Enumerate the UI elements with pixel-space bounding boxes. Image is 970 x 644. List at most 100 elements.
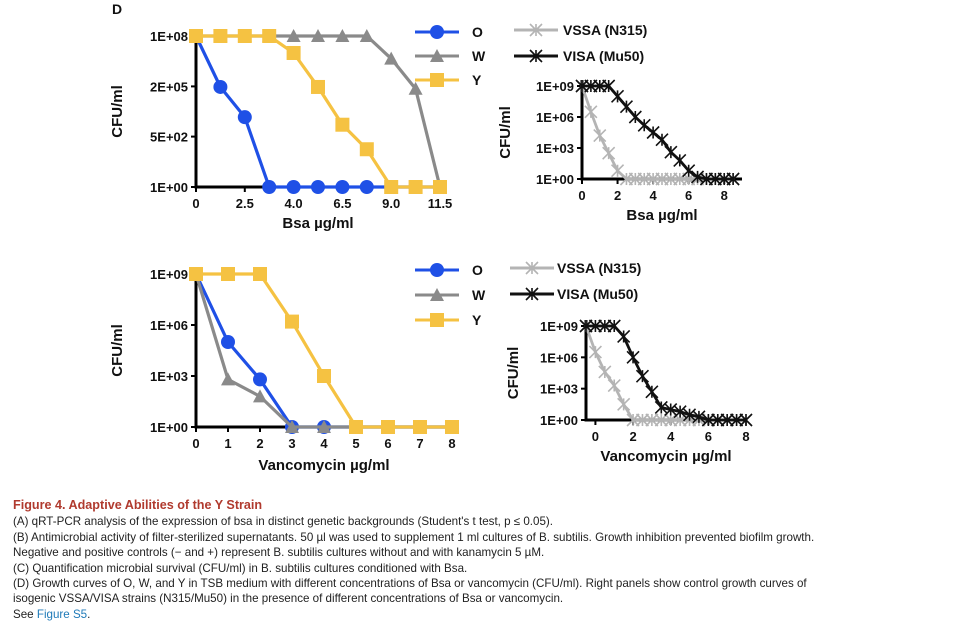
x-tick-label: 8 <box>721 188 728 203</box>
legend-marker <box>430 313 444 327</box>
x-tick-label: 7 <box>416 436 423 451</box>
x-axis-label: Vancomycin µg/ml <box>600 448 731 465</box>
legend-marker <box>430 49 444 62</box>
legend-label: VISA (Mu50) <box>557 286 638 302</box>
data-point-w <box>285 420 299 433</box>
y-axis-label: CFU/ml <box>109 324 126 377</box>
x-axis-label: Vancomycin µg/ml <box>258 457 389 474</box>
caption-line-d-cont: isogenic VSSA/VISA strains (N315/Mu50) i… <box>13 592 564 606</box>
data-point-y <box>286 45 301 60</box>
x-tick-label: 2 <box>629 429 636 444</box>
x-tick-label: 9.0 <box>382 196 400 211</box>
axis-lines <box>580 80 742 181</box>
x-tick-label: 6 <box>384 436 391 451</box>
data-point-visa-mu50 <box>626 350 640 364</box>
data-point-vssa-n315 <box>598 365 612 379</box>
y-tick-label: 2E+05 <box>150 79 188 94</box>
caption-see-prefix: See <box>13 607 37 621</box>
data-point-vssa-n315 <box>645 413 659 427</box>
caption-line-c: (C) Quantification microbial survival (C… <box>13 561 468 575</box>
data-point-o <box>213 79 228 94</box>
data-point-o <box>262 180 277 194</box>
data-point-visa-mu50 <box>655 133 669 147</box>
x-tick-label: 4.0 <box>285 196 303 211</box>
data-point-y <box>359 142 374 157</box>
x-tick-label: 4 <box>320 436 328 451</box>
x-tick-label: 0 <box>192 196 199 211</box>
legend-marker <box>525 287 539 301</box>
y-tick-label: 5E+02 <box>150 130 188 145</box>
data-point-vssa-n315 <box>635 413 650 427</box>
y-tick-label: 1E+06 <box>540 350 578 365</box>
legend-item-w: W <box>415 287 486 303</box>
data-point-y <box>213 29 228 43</box>
data-point-y <box>381 420 395 434</box>
legend-label: O <box>472 262 483 278</box>
legend-marker <box>525 261 539 275</box>
data-point-y <box>221 267 235 281</box>
legend-label: VSSA (N315) <box>557 260 641 276</box>
legend-item-vssa-n315: VSSA (N315) <box>514 22 647 38</box>
legend-marker <box>430 73 444 87</box>
x-tick-label: 3 <box>288 436 295 451</box>
data-point-visa-mu50 <box>579 319 593 333</box>
data-point-visa-mu50 <box>610 89 625 103</box>
y-tick-label: 1E+06 <box>150 318 188 333</box>
x-tick-label: 5 <box>352 436 359 451</box>
data-point-y <box>311 79 325 94</box>
data-point-visa-mu50 <box>692 410 706 424</box>
data-point-w <box>335 29 350 42</box>
x-tick-label: 1 <box>224 436 231 451</box>
series-y <box>189 29 447 194</box>
y-axis-label: CFU/ml <box>109 85 126 138</box>
y-tick-label: 1E+03 <box>150 369 188 384</box>
series-w <box>189 267 459 433</box>
data-point-y <box>237 29 252 43</box>
data-point-visa-mu50 <box>701 413 715 427</box>
data-point-w <box>384 51 399 65</box>
data-point-y <box>445 420 459 434</box>
data-point-y <box>335 117 350 132</box>
data-point-vssa-n315 <box>602 146 616 160</box>
y-tick-label: 1E+00 <box>150 180 188 195</box>
chart-vancomycin-controls: 1E+00 1E+03 1E+06 1E+09 0 2 4 6 8 Vancomycin µg/m… <box>505 260 753 465</box>
data-point-vssa-n315 <box>593 129 607 143</box>
legend-item-visa-mu50: VISA (Mu50) <box>510 286 638 302</box>
data-point-y <box>285 314 299 329</box>
data-point-visa-mu50 <box>711 413 725 427</box>
figure-caption: Figure 4. Adaptive Abilities of the Y St… <box>13 498 958 622</box>
x-tick-label: 6.5 <box>333 196 351 211</box>
figure-s5-link[interactable]: Figure S5 <box>36 607 88 621</box>
x-tick-label: 0 <box>578 188 585 203</box>
data-point-visa-mu50 <box>726 172 740 186</box>
series-line-visa-mu50 <box>582 84 734 181</box>
series-o <box>189 267 459 434</box>
series-y <box>189 267 459 434</box>
y-tick-label: 1E+09 <box>150 267 188 282</box>
data-point-visa-mu50 <box>720 413 734 427</box>
data-point-vssa-n315 <box>584 105 598 119</box>
legend-marker <box>430 263 444 277</box>
data-point-visa-mu50 <box>619 100 634 114</box>
legend-label: W <box>472 48 486 64</box>
x-tick-label: 8 <box>448 436 455 451</box>
series-visa-mu50 <box>575 79 740 186</box>
legend-marker <box>430 25 444 39</box>
series-line-visa-mu50 <box>586 324 746 422</box>
data-point-visa-mu50 <box>635 369 650 383</box>
data-point-vssa-n315 <box>626 413 640 427</box>
x-tick-label: 11.5 <box>428 196 453 211</box>
data-point-o <box>221 335 235 349</box>
series-visa-mu50 <box>579 319 753 427</box>
x-tick-label: 6 <box>705 429 712 444</box>
legend-marker <box>430 288 444 301</box>
data-point-y <box>189 29 203 43</box>
y-axis-label: CFU/ml <box>505 347 522 400</box>
legend-item-visa-mu50: VISA (Mu50) <box>514 48 644 64</box>
series-vssa-n315 <box>575 79 740 186</box>
data-point-w <box>408 81 423 95</box>
series-line-o <box>194 35 440 189</box>
y-tick-label: 1E+06 <box>536 110 574 125</box>
series-line-w <box>196 34 442 188</box>
data-point-o <box>286 180 301 194</box>
